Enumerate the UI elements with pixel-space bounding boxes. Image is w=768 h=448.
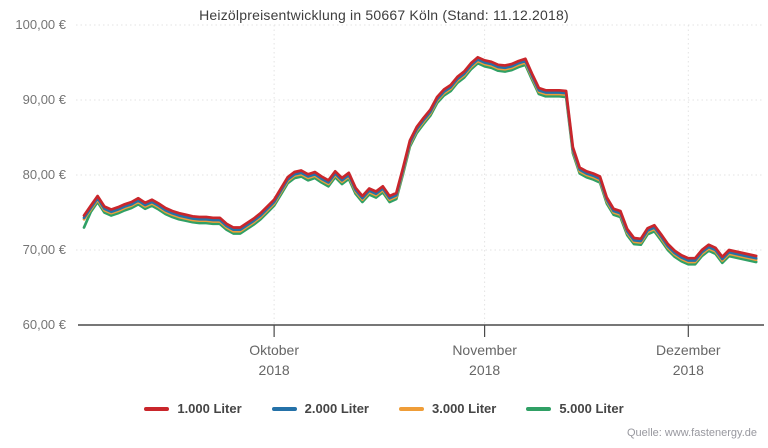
x-axis-label-dezember: Dezember 2018 — [628, 340, 748, 380]
month-year: 2018 — [672, 362, 704, 378]
chart-title: Heizölpreisentwicklung in 50667 Köln (St… — [199, 7, 569, 23]
series-swatch-3000-liter — [399, 406, 424, 411]
series-swatch-1000-liter — [144, 406, 170, 411]
legend-item-1000-liter[interactable]: 1.000 Liter — [144, 401, 242, 416]
legend-item-3000-liter[interactable]: 3.000 Liter — [399, 401, 496, 416]
source-attribution: Quelle: www.fastenergy.de — [626, 427, 757, 439]
legend-item-5000-liter[interactable]: 5.000 Liter — [526, 401, 624, 416]
y-axis-label-100: 100,00 € — [15, 17, 66, 32]
y-axis-label-60: 60,00 € — [22, 317, 66, 332]
month-year: 2018 — [469, 362, 501, 378]
legend-label: 5.000 Liter — [559, 401, 624, 416]
month-year: 2018 — [258, 362, 290, 378]
x-axis-label-november: November 2018 — [425, 340, 545, 380]
series-swatch-5000-liter — [526, 406, 552, 411]
month-name: Oktober — [249, 342, 300, 358]
legend-label: 3.000 Liter — [432, 401, 497, 416]
y-axis-label-70: 70,00 € — [22, 242, 66, 257]
legend-item-2000-liter[interactable]: 2.000 Liter — [271, 401, 369, 416]
legend: 1.000 Liter 2.000 Liter 3.000 Liter 5.00… — [0, 401, 768, 416]
y-axis-label-90: 90,00 € — [22, 92, 66, 107]
month-name: November — [452, 342, 517, 358]
series-swatch-2000-liter — [271, 406, 297, 411]
y-axis-label-80: 80,00 € — [22, 167, 66, 182]
x-axis-label-oktober: Oktober 2018 — [214, 340, 334, 380]
legend-label: 2.000 Liter — [304, 401, 369, 416]
month-name: Dezember — [656, 342, 721, 358]
legend-label: 1.000 Liter — [177, 401, 242, 416]
